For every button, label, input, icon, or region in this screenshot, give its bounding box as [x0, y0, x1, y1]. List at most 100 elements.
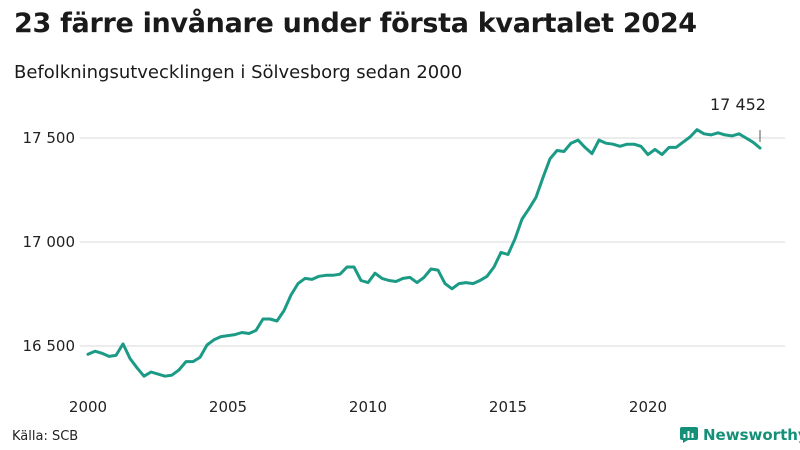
- data-point: [724, 133, 727, 136]
- data-point: [738, 132, 741, 135]
- data-point: [409, 276, 412, 279]
- data-point: [241, 331, 244, 334]
- data-point: [290, 294, 293, 297]
- data-point: [682, 141, 685, 144]
- data-point: [304, 277, 307, 280]
- data-point: [605, 142, 608, 145]
- data-point: [150, 371, 153, 374]
- data-point: [430, 268, 433, 271]
- data-point: [528, 207, 531, 210]
- data-point: [493, 266, 496, 269]
- y-tick-label: 17 000: [23, 233, 76, 251]
- data-point: [108, 355, 111, 358]
- data-point: [745, 137, 748, 140]
- data-point: [570, 142, 573, 145]
- data-point: [619, 145, 622, 148]
- data-point: [206, 344, 209, 347]
- data-point: [507, 253, 510, 256]
- data-point: [87, 353, 90, 356]
- data-point: [297, 282, 300, 285]
- data-point: [451, 287, 454, 290]
- data-point: [556, 149, 559, 152]
- data-point: [367, 281, 370, 284]
- chart-subtitle: Befolkningsutvecklingen i Sölvesborg sed…: [14, 62, 463, 83]
- data-point: [416, 281, 419, 284]
- data-point: [311, 278, 314, 281]
- data-point: [444, 282, 447, 285]
- x-tick-label: 2020: [629, 398, 667, 416]
- data-point: [521, 218, 524, 221]
- data-point: [731, 134, 734, 137]
- data-point: [710, 133, 713, 136]
- data-point: [122, 342, 125, 345]
- x-tick-label: 2000: [69, 398, 107, 416]
- data-point: [626, 143, 629, 146]
- data-point: [220, 335, 223, 338]
- chart-title: 23 färre invånare under första kvartalet…: [14, 8, 697, 39]
- data-point: [234, 333, 237, 336]
- data-point: [759, 147, 762, 150]
- data-point: [115, 354, 118, 357]
- y-tick-label: 17 500: [23, 129, 76, 147]
- data-point: [192, 360, 195, 363]
- data-point: [325, 274, 328, 277]
- data-point: [640, 145, 643, 148]
- data-point: [213, 338, 216, 341]
- x-tick-label: 2005: [209, 398, 247, 416]
- data-point: [346, 266, 349, 269]
- data-point: [472, 282, 475, 285]
- data-point: [591, 152, 594, 155]
- line-chart: 16 500 17 000 17 500 2000 2005 2010 2015 2020 17…: [23, 95, 785, 416]
- data-point: [696, 128, 699, 131]
- data-point: [353, 266, 356, 269]
- x-tick-label: 2010: [349, 398, 387, 416]
- data-point: [514, 237, 517, 240]
- data-point: [535, 196, 538, 199]
- data-point: [381, 277, 384, 280]
- data-point: [171, 374, 174, 377]
- data-point: [283, 309, 286, 312]
- data-point: [542, 176, 545, 179]
- data-point: [563, 150, 566, 153]
- data-point: [402, 277, 405, 280]
- data-point: [136, 366, 139, 369]
- data-point: [248, 332, 251, 335]
- data-point: [395, 280, 398, 283]
- data-point: [339, 273, 342, 276]
- data-point: [262, 318, 265, 321]
- annotation-label: 17 452: [710, 95, 766, 114]
- data-point: [129, 357, 132, 360]
- data-point: [164, 375, 167, 378]
- data-point: [647, 153, 650, 156]
- data-point: [157, 373, 160, 376]
- data-point: [661, 153, 664, 156]
- y-tick-label: 16 500: [23, 337, 76, 355]
- data-point: [178, 368, 181, 371]
- data-point: [388, 279, 391, 282]
- data-point: [458, 282, 461, 285]
- data-point: [318, 275, 321, 278]
- data-point: [101, 352, 104, 355]
- data-point: [752, 141, 755, 144]
- data-point: [577, 139, 580, 142]
- data-point: [500, 251, 503, 254]
- data-point: [360, 279, 363, 282]
- x-tick-label: 2015: [489, 398, 527, 416]
- data-point: [227, 334, 230, 337]
- data-point: [689, 136, 692, 139]
- data-point: [332, 274, 335, 277]
- brand-logo[interactable]: Newsworthy: [680, 426, 800, 444]
- data-point: [717, 131, 720, 134]
- data-point: [276, 320, 279, 323]
- source-note: Källa: SCB: [12, 429, 79, 444]
- data-point: [633, 143, 636, 146]
- data-point: [199, 356, 202, 359]
- data-point: [584, 146, 587, 149]
- data-point: [94, 350, 97, 353]
- data-point: [479, 279, 482, 282]
- data-point: [703, 132, 706, 135]
- brand-name: Newsworthy: [703, 426, 800, 444]
- data-point: [437, 269, 440, 272]
- data-point: [668, 146, 671, 149]
- data-point: [374, 272, 377, 275]
